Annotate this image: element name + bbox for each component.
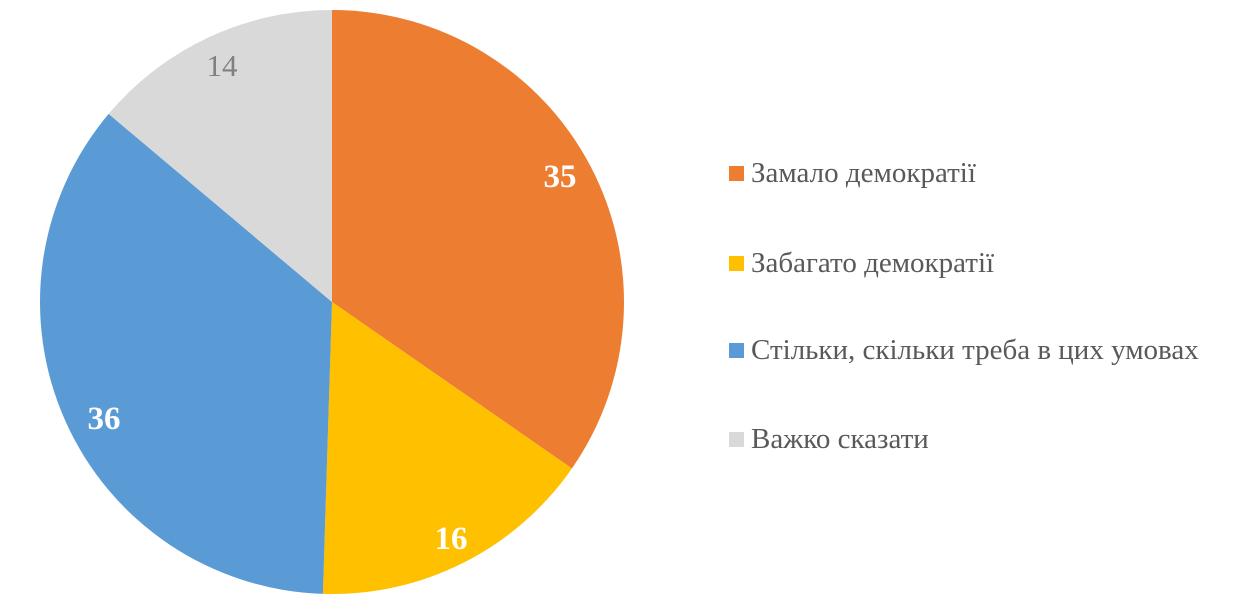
svg-text:16: 16: [435, 521, 468, 557]
svg-text:35: 35: [544, 159, 577, 195]
svg-text:36: 36: [88, 401, 121, 437]
svg-text:14: 14: [207, 48, 239, 83]
